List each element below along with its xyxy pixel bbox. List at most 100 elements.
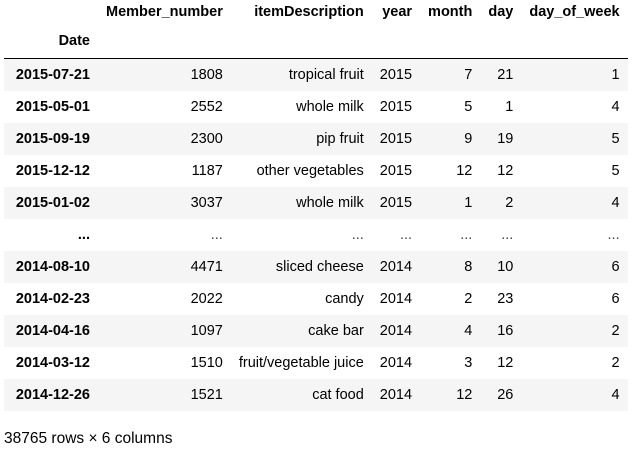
member-number-cell: 1187 xyxy=(191,163,223,179)
table-row-ellipsis: ..................... xyxy=(4,219,628,251)
day-of-week-cell: 4 xyxy=(611,387,620,403)
column-header-member-number: Member_number xyxy=(106,4,223,20)
index-corner-header xyxy=(4,0,98,24)
index-header-blank xyxy=(98,24,231,59)
day-cell: 26 xyxy=(497,387,514,403)
day-of-week-cell: 4 xyxy=(611,195,620,211)
item-description-cell: other vegetables xyxy=(256,163,364,179)
year-cell: 2015 xyxy=(379,163,413,179)
day-of-week-cell: 4 xyxy=(611,99,620,115)
column-header-month: month xyxy=(428,4,473,20)
dataframe-table: Member_number itemDescription year month… xyxy=(4,0,628,411)
item-description-cell: candy xyxy=(325,291,364,307)
member-number-cell: 4471 xyxy=(190,259,223,275)
day-of-week-cell: 5 xyxy=(611,163,620,179)
month-cell: ... xyxy=(460,227,473,243)
row-index-date: 2015-12-12 xyxy=(15,163,90,179)
month-cell: 4 xyxy=(464,323,473,339)
day-cell: 19 xyxy=(497,131,514,147)
dataframe-shape-text: 38765 rows × 6 columns xyxy=(4,430,173,447)
table-row: 2015-01-02 3037 whole milk 2015 1 2 4 xyxy=(4,187,628,219)
row-index-date: ... xyxy=(77,227,90,243)
member-number-cell: 2300 xyxy=(190,131,223,147)
year-cell: 2014 xyxy=(379,259,413,275)
day-cell: 16 xyxy=(497,323,514,339)
index-header-blank xyxy=(230,24,372,59)
row-index-date: 2014-02-23 xyxy=(15,291,90,307)
index-name-header-row: Date xyxy=(4,24,628,59)
year-cell: ... xyxy=(399,227,413,243)
item-description-cell: sliced cheese xyxy=(275,259,364,275)
member-number-cell: 2022 xyxy=(190,291,223,307)
day-cell: 1 xyxy=(505,99,514,115)
day-cell: ... xyxy=(501,227,514,243)
item-description-cell: cake bar xyxy=(308,323,364,339)
day-cell: 2 xyxy=(505,195,514,211)
month-cell: 9 xyxy=(464,131,473,147)
day-cell: 21 xyxy=(497,67,514,83)
column-header-day: day xyxy=(488,4,514,20)
day-of-week-cell: 6 xyxy=(611,291,620,307)
day-of-week-cell: 5 xyxy=(611,131,620,147)
item-description-cell: whole milk xyxy=(296,99,364,115)
month-cell: 12 xyxy=(456,163,473,179)
year-cell: 2014 xyxy=(379,355,413,371)
month-cell: 1 xyxy=(464,195,473,211)
month-cell: 7 xyxy=(464,67,473,83)
day-of-week-cell: 2 xyxy=(611,355,620,371)
month-cell: 8 xyxy=(464,259,473,275)
item-description-cell: ... xyxy=(351,227,364,243)
row-index-date: 2014-12-26 xyxy=(15,387,90,403)
year-cell: 2015 xyxy=(379,99,413,115)
year-cell: 2014 xyxy=(379,323,413,339)
table-header: Member_number itemDescription year month… xyxy=(4,0,628,59)
table-row: 2014-02-23 2022 candy 2014 2 23 6 xyxy=(4,283,628,315)
day-cell: 12 xyxy=(497,163,514,179)
month-cell: 5 xyxy=(464,99,473,115)
item-description-cell: cat food xyxy=(312,387,364,403)
member-number-cell: ... xyxy=(210,227,223,243)
year-cell: 2014 xyxy=(379,291,413,307)
table-row: 2014-04-16 1097 cake bar 2014 4 16 2 xyxy=(4,315,628,347)
table-row: 2015-05-01 2552 whole milk 2015 5 1 4 xyxy=(4,91,628,123)
item-description-cell: fruit/vegetable juice xyxy=(238,355,364,371)
day-of-week-cell: 2 xyxy=(611,323,620,339)
index-header-blank xyxy=(420,24,481,59)
notebook-output-area: Member_number itemDescription year month… xyxy=(4,0,636,411)
day-cell: 12 xyxy=(497,355,514,371)
row-index-date: 2015-05-01 xyxy=(15,99,90,115)
table-row: 2015-09-19 2300 pip fruit 2015 9 19 5 xyxy=(4,123,628,155)
day-of-week-cell: 6 xyxy=(611,259,620,275)
day-cell: 10 xyxy=(497,259,514,275)
row-index-date: 2014-04-16 xyxy=(15,323,90,339)
table-row: 2014-08-10 4471 sliced cheese 2014 8 10 6 xyxy=(4,251,628,283)
table-body: 2015-07-21 1808 tropical fruit 2015 7 21 1 2015… xyxy=(4,58,628,411)
row-index-date: 2015-09-19 xyxy=(15,131,90,147)
table-row: 2015-12-12 1187 other vegetables 2015 12 12 5 xyxy=(4,155,628,187)
index-header-blank xyxy=(480,24,522,59)
day-of-week-cell: 1 xyxy=(611,67,620,83)
item-description-cell: pip fruit xyxy=(316,131,364,147)
day-of-week-cell: ... xyxy=(607,227,620,243)
year-cell: 2015 xyxy=(379,67,413,83)
column-header-item-description: itemDescription xyxy=(254,4,364,20)
row-index-date: 2014-03-12 xyxy=(15,355,90,371)
year-cell: 2015 xyxy=(379,131,413,147)
row-index-date: 2015-07-21 xyxy=(15,67,90,83)
column-header-row: Member_number itemDescription year month… xyxy=(4,0,628,24)
index-header-blank xyxy=(371,24,421,59)
member-number-cell: 1521 xyxy=(190,387,223,403)
item-description-cell: whole milk xyxy=(296,195,364,211)
table-row: 2015-07-21 1808 tropical fruit 2015 7 21 1 xyxy=(4,58,628,91)
year-cell: 2014 xyxy=(379,387,413,403)
year-cell: 2015 xyxy=(379,195,413,211)
month-cell: 3 xyxy=(464,355,473,371)
table-row: 2014-12-26 1521 cat food 2014 12 26 4 xyxy=(4,379,628,411)
row-index-date: 2014-08-10 xyxy=(15,259,90,275)
day-cell: 23 xyxy=(497,291,514,307)
member-number-cell: 1510 xyxy=(190,355,223,371)
member-number-cell: 1097 xyxy=(190,323,223,339)
member-number-cell: 2552 xyxy=(190,99,223,115)
table-row: 2014-03-12 1510 fruit/vegetable juice 2014 3… xyxy=(4,347,628,379)
month-cell: 12 xyxy=(456,387,473,403)
